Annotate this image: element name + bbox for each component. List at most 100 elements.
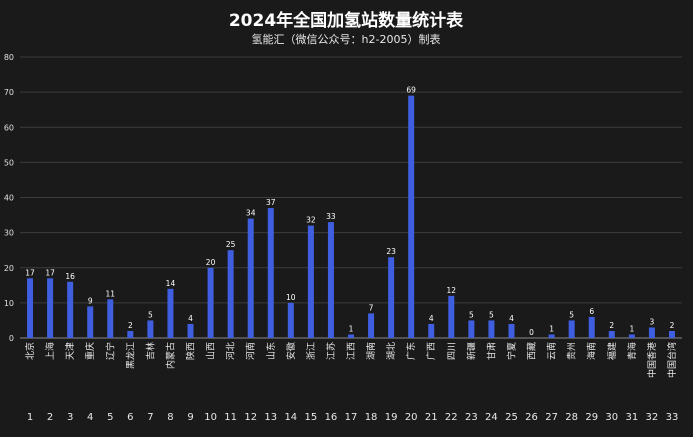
category-label: 河南	[245, 342, 257, 360]
index-label: 12	[244, 412, 257, 423]
index-label: 2	[47, 412, 53, 423]
category-label: 广西	[425, 342, 437, 360]
bar	[67, 281, 74, 338]
bar	[87, 306, 94, 338]
data-label: 4	[429, 314, 434, 323]
index-label: 31	[625, 412, 638, 423]
category-label: 江苏	[325, 342, 337, 360]
category-label: 辽宁	[104, 342, 116, 360]
category-label: 北京	[24, 342, 36, 360]
index-label: 14	[284, 412, 297, 423]
index-label: 7	[147, 412, 153, 423]
category-label: 青海	[626, 342, 638, 360]
data-label: 20	[206, 258, 216, 267]
index-label: 8	[167, 412, 173, 423]
index-label: 24	[485, 412, 498, 423]
index-label: 6	[127, 412, 133, 423]
category-label: 河北	[225, 342, 237, 360]
chart-subtitle: 氢能汇（微信公众号：h2-2005）制表	[252, 32, 441, 46]
y-tick-label: 70	[4, 88, 14, 97]
data-label: 5	[569, 310, 574, 319]
bar	[548, 334, 555, 338]
bars	[27, 95, 675, 338]
data-label: 0	[529, 328, 534, 337]
category-label: 中国台湾	[666, 342, 678, 378]
category-label: 湖北	[386, 342, 397, 360]
category-label: 新疆	[465, 342, 477, 360]
data-label: 17	[25, 268, 35, 277]
index-label: 4	[87, 412, 93, 423]
index-label: 9	[187, 412, 193, 423]
bar	[668, 330, 675, 338]
index-label: 33	[666, 412, 679, 423]
index-label: 22	[445, 412, 458, 423]
index-label: 20	[405, 412, 418, 423]
bar	[307, 225, 314, 338]
bar	[608, 330, 615, 338]
category-label: 福建	[606, 342, 618, 360]
data-label: 6	[589, 307, 594, 316]
data-label: 1	[549, 324, 554, 333]
bar	[448, 295, 455, 338]
data-label: 69	[406, 86, 416, 95]
data-label: 32	[306, 216, 316, 225]
y-axis-tick-labels: 0 10 20 30 40 50 60 70 80	[4, 53, 14, 343]
bar	[267, 208, 274, 338]
index-label: 28	[565, 412, 578, 423]
bar	[327, 222, 334, 338]
data-label: 2	[128, 321, 133, 330]
data-label: 14	[166, 279, 176, 288]
index-label: 1	[27, 412, 33, 423]
bar	[107, 299, 114, 338]
data-label: 4	[188, 314, 193, 323]
data-label: 7	[369, 303, 374, 312]
bar	[368, 313, 375, 338]
gridlines	[20, 56, 682, 339]
category-label: 广东	[405, 342, 417, 360]
y-tick-label: 20	[4, 264, 14, 273]
data-label: 34	[246, 209, 256, 218]
data-label: 5	[148, 310, 153, 319]
data-label: 10	[286, 293, 296, 302]
index-label: 25	[505, 412, 518, 423]
y-tick-label: 60	[4, 123, 14, 132]
y-tick-label: 50	[4, 158, 14, 167]
index-labels: 1 2 3 4 5 6 7 8 9 10 11 12 13 14 15 16 17 18 19 20 21 22 23 24 2…	[27, 412, 678, 423]
category-label: 天津	[65, 342, 76, 360]
bar	[227, 250, 234, 338]
index-label: 11	[224, 412, 237, 423]
category-labels: 北京 上海 天津 重庆 辽宁 黑龙江 吉林 内蒙古 陕西 山西 河北 河南 山东 安徽 浙江 江苏 江西 湖南 湖北…	[24, 342, 678, 378]
index-label: 16	[325, 412, 338, 423]
index-label: 17	[345, 412, 358, 423]
bar	[127, 330, 134, 338]
category-label: 海南	[586, 342, 598, 360]
y-tick-label: 40	[4, 194, 14, 203]
data-label: 16	[65, 272, 75, 281]
category-label: 安徽	[285, 342, 297, 360]
bar	[468, 320, 475, 338]
category-label: 西藏	[526, 342, 538, 360]
index-label: 29	[585, 412, 598, 423]
data-label: 25	[226, 240, 236, 249]
category-label: 云南	[546, 342, 558, 360]
bar	[568, 320, 575, 338]
bar	[348, 334, 354, 338]
index-label: 32	[646, 412, 659, 423]
data-label: 37	[266, 198, 276, 207]
data-label: 1	[629, 324, 634, 333]
category-label: 浙江	[305, 342, 317, 360]
bar	[207, 267, 214, 338]
category-label: 湖南	[365, 342, 377, 360]
y-tick-label: 0	[9, 334, 14, 343]
chart-title: 2024年全国加氢站数量统计表	[229, 10, 464, 31]
data-label: 9	[88, 296, 93, 305]
index-label: 30	[605, 412, 618, 423]
bar	[408, 95, 415, 338]
bar	[628, 334, 635, 338]
data-label: 2	[609, 321, 614, 330]
data-label: 2	[670, 321, 675, 330]
data-label: 33	[326, 212, 336, 221]
index-label: 21	[425, 412, 438, 423]
